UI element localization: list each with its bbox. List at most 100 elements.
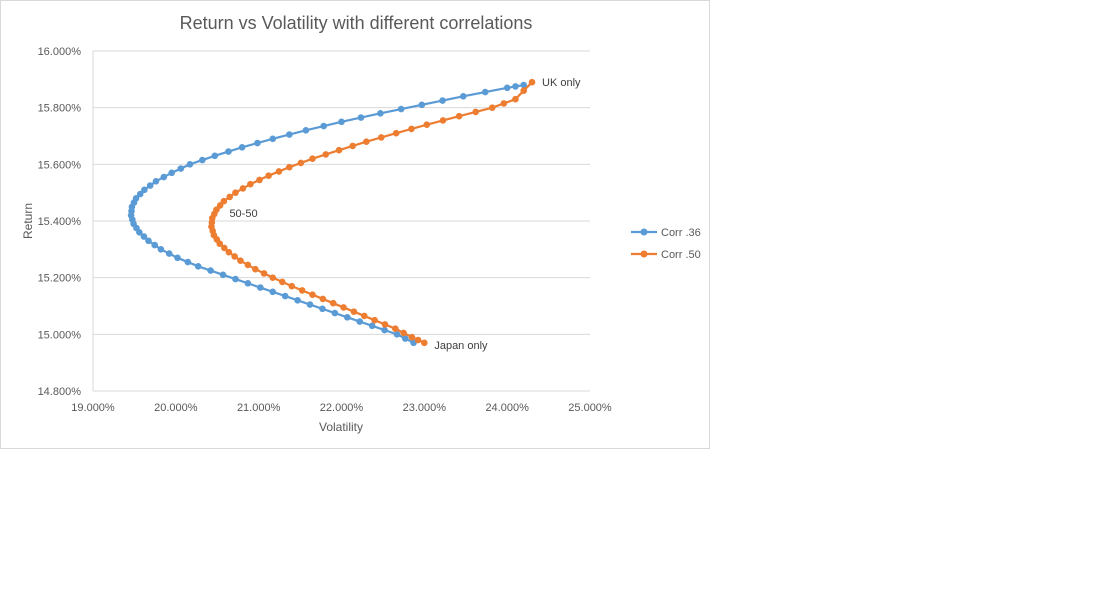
series-point [252,265,259,273]
legend-label: Corr .50 [661,249,701,261]
series-point [528,78,536,86]
series-point [232,189,239,196]
y-tick-label: 16.000% [38,46,82,58]
chart-svg: Return vs Volatility with different corr… [21,13,701,434]
series-point [286,131,293,138]
series-point [363,138,370,145]
series-point [219,271,227,279]
y-tick-label: 15.200% [38,273,82,285]
series-point [136,190,144,198]
y-axis-ticks: 16.000% 15.800% 15.600% 15.400% 15.200% 15.00… [38,46,82,398]
series-point [322,151,330,158]
series-point [381,326,388,334]
series-point [319,295,327,303]
x-tick-label: 20.000% [154,402,198,414]
series-point [281,292,289,300]
series-point [319,305,326,313]
series-point [231,253,238,260]
series-point [512,95,519,103]
series-point [408,333,416,341]
series-point [392,129,400,137]
legend-label: Corr .36 [661,227,701,239]
x-axis-title: Volatility [319,420,363,434]
annotation-label: 50-50 [229,208,257,220]
series-point [418,101,426,109]
series-point [269,288,277,296]
series-point [335,146,343,154]
series-point [401,335,409,342]
series-point [338,118,345,126]
series-point [329,299,337,307]
series-point [265,172,272,179]
series-point [455,112,463,120]
series-point [500,100,508,107]
x-tick-label: 21.000% [237,402,281,414]
series-point [177,165,185,172]
series-point [320,122,327,130]
series-point [439,97,446,104]
legend: Corr .36 Corr .50 [631,227,701,261]
series-point [194,263,202,270]
series-point [397,105,405,113]
series-point [184,258,192,266]
series-point [269,274,277,281]
series-point [168,169,175,177]
series-point [157,246,165,253]
series-point [512,83,519,90]
series-point [400,329,407,337]
series-point [377,134,385,141]
series-point [350,308,358,315]
series-point [244,261,252,269]
series-point [302,127,310,134]
series-point [220,244,228,252]
series-point [256,176,263,184]
series-point [232,275,239,283]
series-point [309,291,316,298]
series-corr-50 [208,78,536,347]
series-point [278,278,286,286]
series-corr-36 [127,81,528,347]
series-point [146,182,154,189]
y-axis-title: Return [21,203,35,239]
series-point [244,280,252,287]
annotation-label: UK only [542,77,581,89]
series-point [393,331,401,338]
x-axis-ticks: 19.000% 20.000% 21.000% 22.000% 23.000% 24.00… [71,402,612,414]
y-tick-label: 15.800% [38,103,82,115]
y-tick-label: 14.800% [38,386,82,398]
series-point [423,121,431,128]
series-point [225,148,232,155]
series-point [140,233,148,240]
series-point [481,88,489,96]
series-point [520,81,528,89]
series-point [414,336,422,344]
series-point [269,135,277,143]
grid-layer [92,50,590,392]
series-point [160,173,168,181]
series-point [141,186,148,194]
legend-marker [640,228,648,236]
series-point [297,159,305,167]
x-tick-label: 19.000% [71,402,115,414]
series-point [213,206,220,213]
series-point [357,114,365,121]
legend-marker [640,250,648,258]
series-point [488,104,496,111]
series-point [286,163,293,171]
x-tick-label: 22.000% [320,402,364,414]
series-layer [127,78,536,347]
series-point [298,287,306,294]
series-point [371,316,378,324]
series-point [306,301,314,308]
series-point [145,237,152,245]
series-point [254,139,261,147]
series-point [368,322,376,330]
series-point [288,282,296,290]
x-tick-label: 23.000% [403,402,447,414]
annotation-layer: UK only 50-50 Japan only [229,77,581,352]
series-point [132,195,140,202]
series-point [381,321,389,328]
series-point [275,168,283,175]
series-point [220,197,228,205]
series-point [216,202,224,209]
